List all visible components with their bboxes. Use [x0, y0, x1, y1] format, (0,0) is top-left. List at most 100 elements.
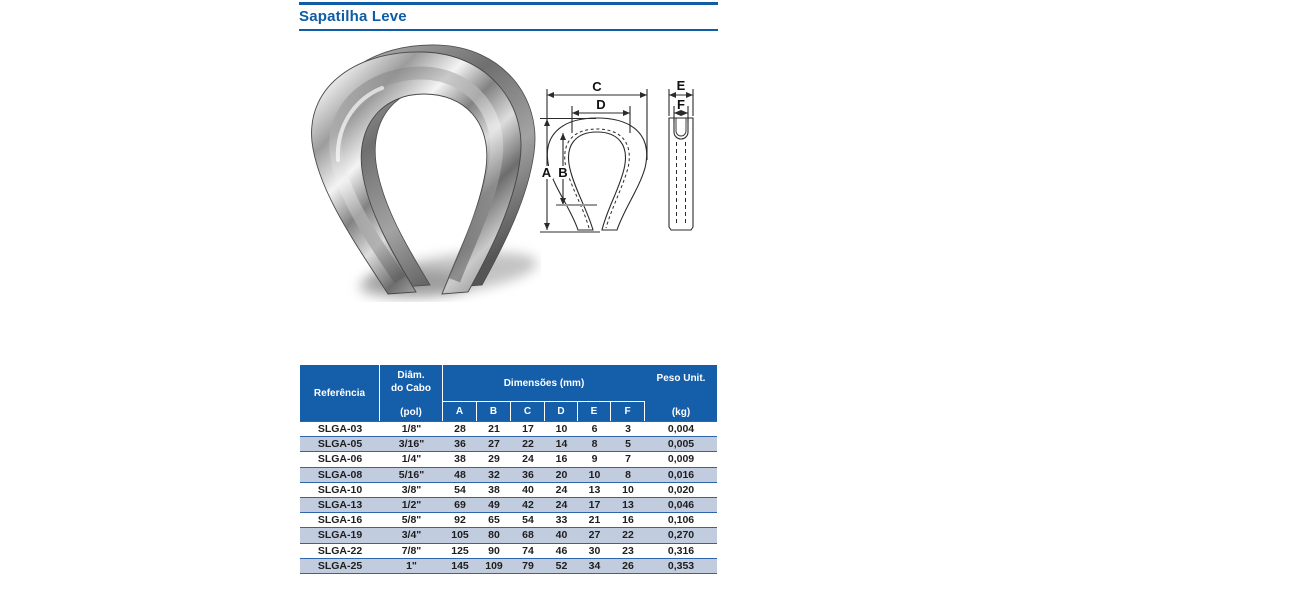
header-peso-label: Peso Unit.: [656, 373, 706, 384]
cell-dim-f: 10: [611, 481, 645, 498]
cell-dim-e: 6: [578, 420, 611, 437]
cell-dim-c: 68: [511, 527, 545, 543]
cell-dim-a: 54: [443, 481, 477, 498]
dimension-diagram: A B C D E F: [540, 78, 694, 233]
cell-dim-d: 24: [545, 496, 578, 513]
cell-dim-b: 38: [477, 481, 511, 498]
cell-referencia: SLGA-06: [300, 451, 380, 468]
table-row: SLGA-06 1/4" 38 29 24 16 9 7 0,009: [300, 451, 717, 468]
cell-diametro: 3/8": [380, 481, 443, 498]
cell-diametro: 3/4": [380, 527, 443, 543]
cell-peso: 0,046: [645, 496, 717, 513]
cell-dim-f: 13: [611, 496, 645, 513]
header-peso-unit-label: (kg): [671, 407, 691, 418]
cell-dim-b: 27: [477, 436, 511, 452]
cell-peso: 0,106: [645, 512, 717, 528]
spec-table: Referência Diâm. do Cabo (pol) Dimensões…: [300, 365, 717, 574]
cell-referencia: SLGA-25: [300, 557, 380, 574]
cell-dim-e: 10: [578, 466, 611, 483]
table-row: SLGA-13 1/2" 69 49 42 24 17 13 0,046: [300, 496, 717, 513]
thimble-highlight: [335, 86, 384, 162]
cell-dim-d: 46: [545, 542, 578, 559]
cell-dim-a: 48: [443, 466, 477, 483]
header-col-c: C: [511, 402, 545, 421]
cell-dim-c: 54: [511, 512, 545, 528]
header-col-a: A: [443, 402, 477, 421]
header-diam-line2: do Cabo: [391, 382, 431, 394]
front-view: [540, 89, 648, 233]
cell-dim-c: 74: [511, 542, 545, 559]
cell-referencia: SLGA-10: [300, 481, 380, 498]
cell-dim-d: 10: [545, 420, 578, 437]
label-bg: [540, 166, 553, 179]
cell-dim-e: 8: [578, 436, 611, 452]
cell-peso: 0,005: [645, 436, 717, 452]
spec-table-body: SLGA-03 1/8" 28 21 17 10 6 3 0,004 SLGA-…: [300, 420, 717, 574]
cell-peso: 0,009: [645, 451, 717, 468]
cell-dim-b: 21: [477, 420, 511, 437]
dim-label-e: E: [677, 78, 686, 93]
cell-dim-d: 14: [545, 436, 578, 452]
cell-dim-d: 16: [545, 451, 578, 468]
cell-dim-b: 32: [477, 466, 511, 483]
cell-dim-a: 105: [443, 527, 477, 543]
cell-dim-f: 7: [611, 451, 645, 468]
title-underline-rule: [299, 29, 718, 31]
thimble-groove: [329, 66, 504, 284]
cell-diametro: 1": [380, 557, 443, 574]
cell-dim-c: 42: [511, 496, 545, 513]
dim-label-d: D: [596, 97, 605, 112]
cell-dim-a: 38: [443, 451, 477, 468]
cell-dim-f: 5: [611, 436, 645, 452]
table-row: SLGA-19 3/4" 105 80 68 40 27 22 0,270: [300, 527, 717, 543]
dim-label-a: A: [542, 165, 552, 180]
cell-dim-f: 8: [611, 466, 645, 483]
cell-dim-f: 22: [611, 527, 645, 543]
cell-dim-b: 109: [477, 557, 511, 574]
header-diam-unit: (pol): [400, 407, 422, 418]
header-dimensoes: Dimensões (mm): [443, 365, 645, 402]
table-body: SLGA-03 1/8" 28 21 17 10 6 3 0,004 SLGA-…: [300, 420, 717, 574]
top-rule: [299, 2, 718, 5]
table-row: SLGA-16 5/8" 92 65 54 33 21 16 0,106: [300, 512, 717, 528]
cell-diametro: 1/2": [380, 496, 443, 513]
cell-peso: 0,020: [645, 481, 717, 498]
table-row: SLGA-03 1/8" 28 21 17 10 6 3 0,004: [300, 420, 717, 437]
cell-dim-e: 21: [578, 512, 611, 528]
cell-dim-d: 20: [545, 466, 578, 483]
cell-referencia: SLGA-08: [300, 466, 380, 483]
header-col-d: D: [545, 402, 578, 421]
dim-label-f: F: [677, 97, 685, 112]
cell-referencia: SLGA-13: [300, 496, 380, 513]
cell-dim-b: 90: [477, 542, 511, 559]
cell-dim-e: 30: [578, 542, 611, 559]
cell-diametro: 7/8": [380, 542, 443, 559]
cell-dim-a: 125: [443, 542, 477, 559]
cell-referencia: SLGA-22: [300, 542, 380, 559]
cell-diametro: 1/4": [380, 451, 443, 468]
cell-dim-a: 69: [443, 496, 477, 513]
cell-dim-f: 3: [611, 420, 645, 437]
header-referencia: Referência: [300, 365, 380, 421]
cell-dim-a: 28: [443, 420, 477, 437]
cell-peso: 0,004: [645, 420, 717, 437]
cell-dim-b: 65: [477, 512, 511, 528]
cell-dim-e: 9: [578, 451, 611, 468]
table-row: SLGA-05 3/16" 36 27 22 14 8 5 0,005: [300, 436, 717, 452]
header-peso-unit: Peso Unit. (kg): [645, 365, 717, 421]
cell-peso: 0,270: [645, 527, 717, 543]
header-col-f: F: [611, 402, 645, 421]
cell-dim-c: 24: [511, 451, 545, 468]
header-diametro-cabo: Diâm. do Cabo (pol): [380, 365, 443, 421]
cell-dim-c: 36: [511, 466, 545, 483]
product-photo-thimble: [311, 44, 538, 298]
dim-label-b: B: [558, 165, 567, 180]
cell-diametro: 3/16": [380, 436, 443, 452]
cell-peso: 0,316: [645, 542, 717, 559]
cell-dim-c: 79: [511, 557, 545, 574]
cell-diametro: 1/8": [380, 420, 443, 437]
cell-referencia: SLGA-16: [300, 512, 380, 528]
cell-dim-b: 80: [477, 527, 511, 543]
cell-dim-e: 13: [578, 481, 611, 498]
cell-dim-c: 40: [511, 481, 545, 498]
